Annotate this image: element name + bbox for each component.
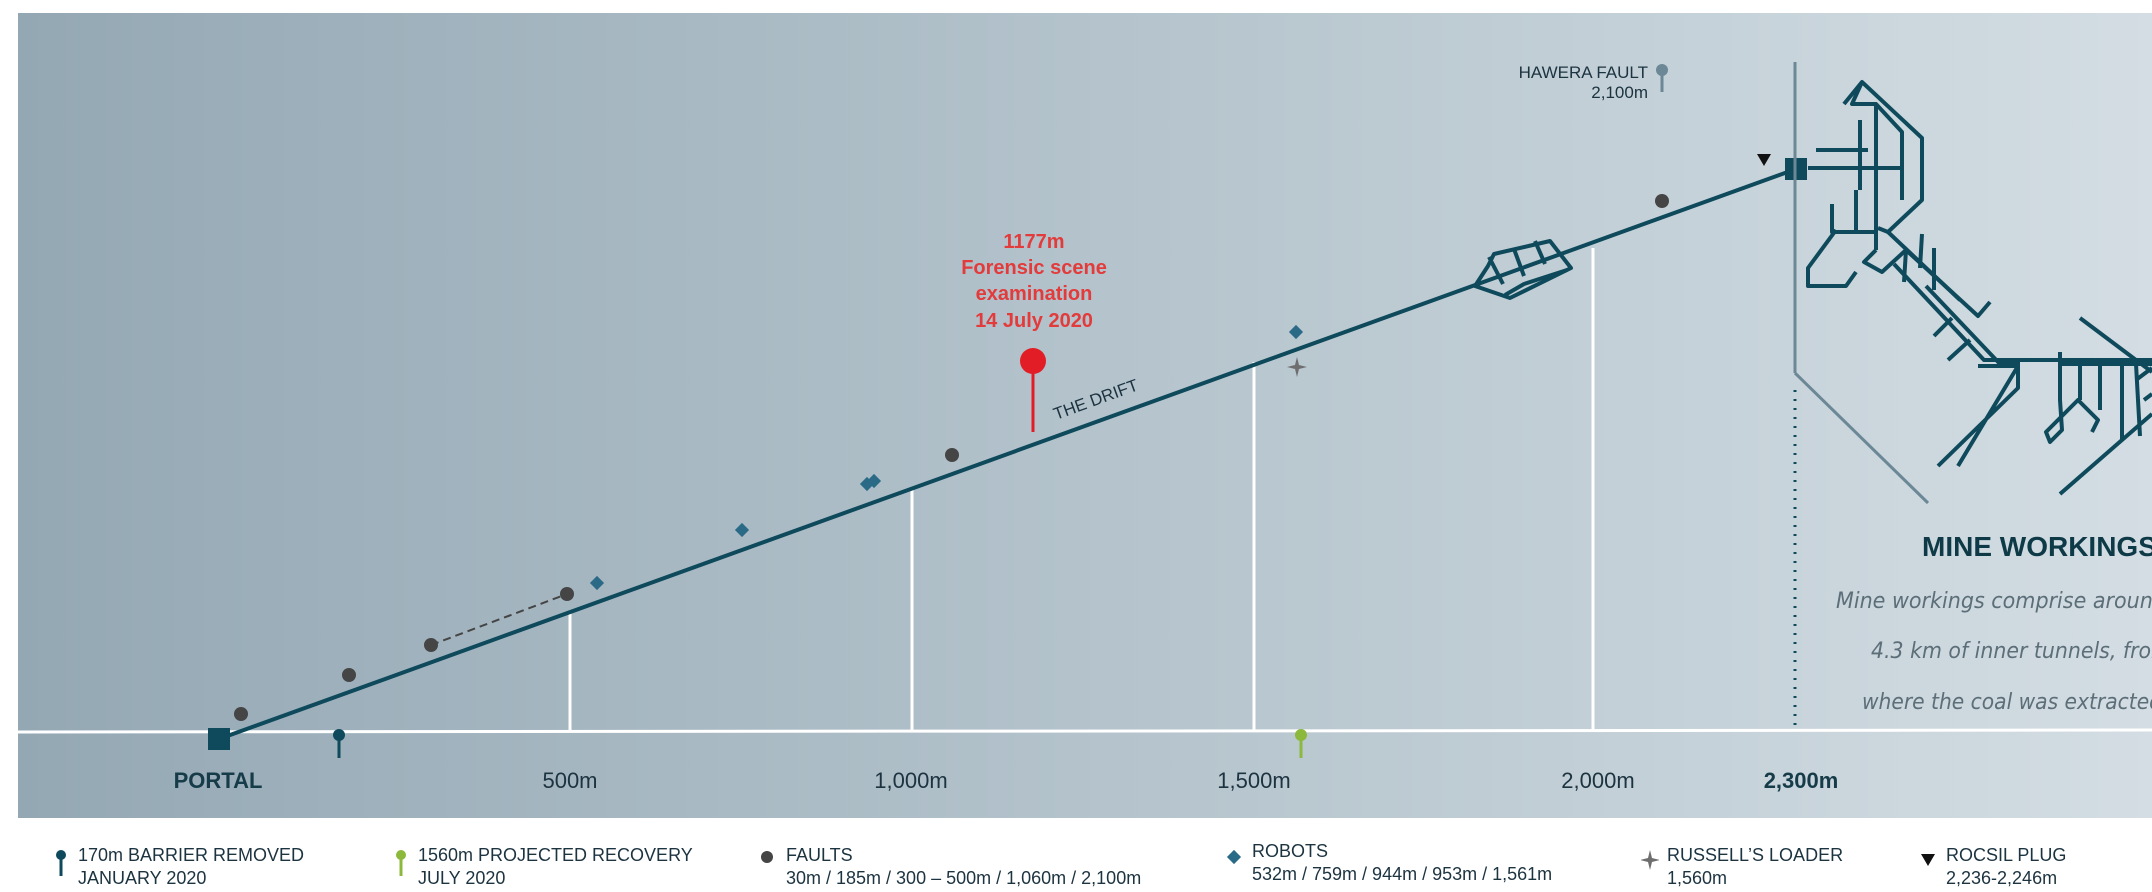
recovery-pin-icon xyxy=(396,850,406,876)
forensic-line4: 14 July 2020 xyxy=(975,310,1093,332)
legend-faults-line1: FAULTS xyxy=(786,845,853,865)
ground-line xyxy=(17,728,2152,734)
axis-tick-1500m: 1,500m xyxy=(1217,768,1290,793)
drift-line xyxy=(218,167,1797,741)
legend-faults-line2: 30m / 185m / 300 – 500m / 1,060m / 2,100… xyxy=(786,868,1142,888)
legend-loader-line1: RUSSELL’S LOADER xyxy=(1667,845,1844,865)
fault-span-dashed xyxy=(430,593,568,646)
axis-tick-2300m: 2,300m xyxy=(1764,768,1839,793)
legend-recovery-line2: JULY 2020 xyxy=(418,868,506,888)
hawera-fault-label: HAWERA FAULT xyxy=(1519,63,1648,82)
forensic-line3: examination xyxy=(976,283,1093,305)
axis-tick-1000m: 1,000m xyxy=(874,768,947,793)
fault-dot-500m xyxy=(560,587,574,601)
legend-robots-line2: 532m / 759m / 944m / 953m / 1,561m xyxy=(1252,864,1553,884)
mine-workings-line3: where the coal was extracted xyxy=(1862,690,2152,715)
mine-workings-line2: 4.3 km of inner tunnels, from xyxy=(1871,639,2152,664)
forensic-pin-icon xyxy=(1020,348,1046,374)
fault-dot-30m xyxy=(234,707,248,721)
rocsil-triangle-icon xyxy=(1757,154,1771,166)
forensic-label: 1177m Forensic scene examination 14 July… xyxy=(961,231,1107,332)
loader-star-icon xyxy=(1287,357,1307,377)
robot-diamond-759m xyxy=(734,522,750,538)
rocsil-triangle-icon xyxy=(1921,854,1935,866)
portal-label: PORTAL xyxy=(174,768,263,793)
legend-barrier-line2: JANUARY 2020 xyxy=(78,868,207,888)
recovery-pin-icon xyxy=(1295,729,1307,741)
mine-workings-title: MINE WORKINGS xyxy=(1922,531,2152,562)
portal-marker xyxy=(208,728,230,750)
legend-rocsil-line1: ROCSIL PLUG xyxy=(1946,845,2067,865)
hawera-fault-distance: 2,100m xyxy=(1591,83,1648,102)
robot-diamond-953m xyxy=(866,473,882,489)
mine-boundary-diagonal xyxy=(1793,371,1930,505)
fault-dot-1060m xyxy=(945,448,959,462)
fault-dot-2100m xyxy=(1655,194,1669,208)
legend-barrier-line1: 170m BARRIER REMOVED xyxy=(78,845,305,865)
axis-tick-500m: 500m xyxy=(542,768,597,793)
barrier-pin-icon xyxy=(333,729,345,741)
legend-loader-line2: 1,560m xyxy=(1667,868,1728,888)
robot-diamond-1561m xyxy=(1288,324,1304,340)
fault-dot-icon xyxy=(761,851,773,863)
legend-rocsil-line2: 2,236-2,246m xyxy=(1946,868,2058,888)
equipment-icon xyxy=(1473,239,1573,300)
hawera-pin-icon xyxy=(1656,64,1668,76)
forensic-line2: Forensic scene xyxy=(961,257,1107,279)
mine-workings-line1: Mine workings comprise around xyxy=(1836,589,2152,614)
barrier-pin-icon xyxy=(56,850,66,876)
fault-dot-185m xyxy=(342,668,356,682)
loader-star-icon xyxy=(1641,850,1659,870)
robot-diamond-532m xyxy=(589,575,605,591)
axis-tick-2000m: 2,000m xyxy=(1561,768,1634,793)
mine-tunnels-icon xyxy=(1806,80,2152,496)
forensic-distance: 1177m xyxy=(1003,231,1064,253)
legend-recovery-line1: 1560m PROJECTED RECOVERY xyxy=(418,845,693,865)
legend: 170m BARRIER REMOVED JANUARY 2020 1560m … xyxy=(0,840,2152,892)
robot-diamond-icon xyxy=(1226,849,1242,865)
fault-dot-300m xyxy=(424,638,438,652)
legend-robots-line1: ROBOTS xyxy=(1252,841,1329,861)
